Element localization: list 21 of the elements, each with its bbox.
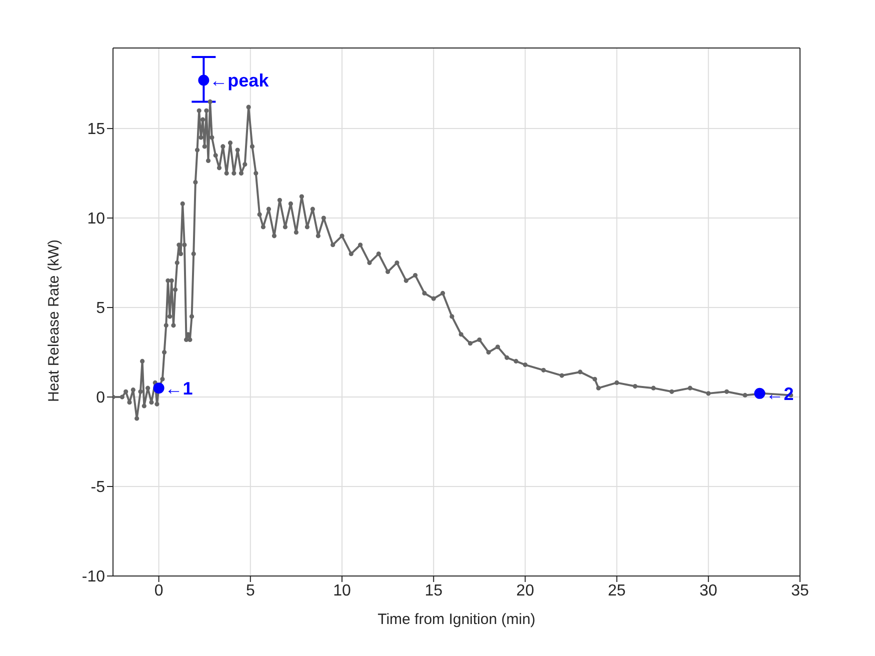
y-tick-label: -10 — [82, 568, 106, 586]
y-tick-label: 0 — [96, 390, 106, 407]
y-tick-label: -5 — [90, 479, 106, 496]
annotation: ←1 — [164, 378, 193, 398]
x-tick-label: 35 — [791, 582, 809, 600]
y-tick-label: 5 — [96, 300, 106, 318]
x-tick-label: 15 — [424, 582, 443, 600]
x-axis-title: Time from Ignition (min) — [378, 611, 536, 628]
x-tick-label: 25 — [608, 582, 626, 600]
y-axis-title: Heat Release Rate (kW) — [45, 239, 62, 402]
point — [754, 388, 766, 399]
point — [153, 382, 164, 394]
x-tick-label: 5 — [246, 582, 255, 600]
x-tick-label: 0 — [154, 582, 164, 600]
annotation: ←peak — [210, 70, 270, 91]
y-tick-label: 15 — [87, 121, 106, 138]
x-tick-label: 10 — [333, 582, 351, 600]
point — [198, 74, 210, 86]
y-tick-label: 10 — [87, 210, 106, 228]
x-tick-label: 30 — [700, 582, 718, 600]
x-tick-label: 20 — [516, 582, 534, 600]
